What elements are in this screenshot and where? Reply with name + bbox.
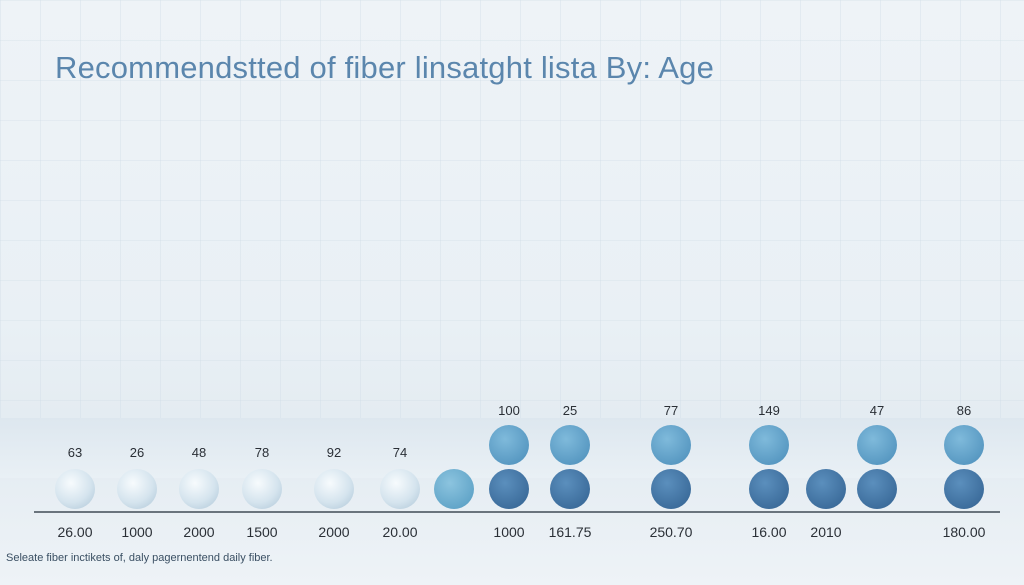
- data-point-dot: [434, 469, 474, 509]
- data-point-dot: [314, 469, 354, 509]
- data-point-dot: [944, 469, 984, 509]
- data-label: 78: [255, 445, 269, 460]
- data-label: 77: [664, 403, 678, 418]
- x-tick-label: 2000: [183, 524, 214, 540]
- x-tick-label: 2010: [810, 524, 841, 540]
- data-label: 74: [393, 445, 407, 460]
- data-point-dot: [55, 469, 95, 509]
- chart-title: Recommendstted of fiber linsatght lista …: [55, 50, 715, 85]
- data-label: 63: [68, 445, 82, 460]
- data-point-dot: [806, 469, 846, 509]
- chart-footnote: Seleate fiber inctikets of, daly pagerne…: [6, 552, 273, 564]
- x-tick-label: 250.70: [650, 524, 693, 540]
- x-tick-label: 161.75: [549, 524, 592, 540]
- data-label: 149: [758, 403, 780, 418]
- data-point-dot-stacked: [944, 425, 984, 465]
- x-tick-label: 26.00: [57, 524, 92, 540]
- data-point-dot: [489, 469, 529, 509]
- data-point-dot: [857, 469, 897, 509]
- x-tick-label: 180.00: [943, 524, 986, 540]
- data-label: 47: [870, 403, 884, 418]
- data-point-dot: [179, 469, 219, 509]
- x-tick-label: 16.00: [751, 524, 786, 540]
- data-point-dot-stacked: [489, 425, 529, 465]
- x-tick-label: 1000: [121, 524, 152, 540]
- x-tick-label: 1000: [493, 524, 524, 540]
- chart-marks: 63 26 48 78 92 74 100 25 77 149 47 86 26.00 1000 2000 1…: [55, 403, 986, 540]
- x-tick-label: 20.00: [382, 524, 417, 540]
- data-point-dot: [242, 469, 282, 509]
- data-label: 100: [498, 403, 520, 418]
- data-point-dot: [749, 469, 789, 509]
- data-point-dot-stacked: [857, 425, 897, 465]
- data-point-dot-stacked: [550, 425, 590, 465]
- data-label: 48: [192, 445, 206, 460]
- x-tick-label: 2000: [318, 524, 349, 540]
- data-label: 26: [130, 445, 144, 460]
- data-point-dot-stacked: [749, 425, 789, 465]
- data-point-dot-stacked: [651, 425, 691, 465]
- data-label: 25: [563, 403, 577, 418]
- x-tick-label: 1500: [246, 524, 277, 540]
- data-point-dot: [380, 469, 420, 509]
- data-point-dot: [117, 469, 157, 509]
- data-point-dot: [651, 469, 691, 509]
- data-label: 86: [957, 403, 971, 418]
- background-grid: [0, 0, 1024, 420]
- data-label: 92: [327, 445, 341, 460]
- data-point-dot: [550, 469, 590, 509]
